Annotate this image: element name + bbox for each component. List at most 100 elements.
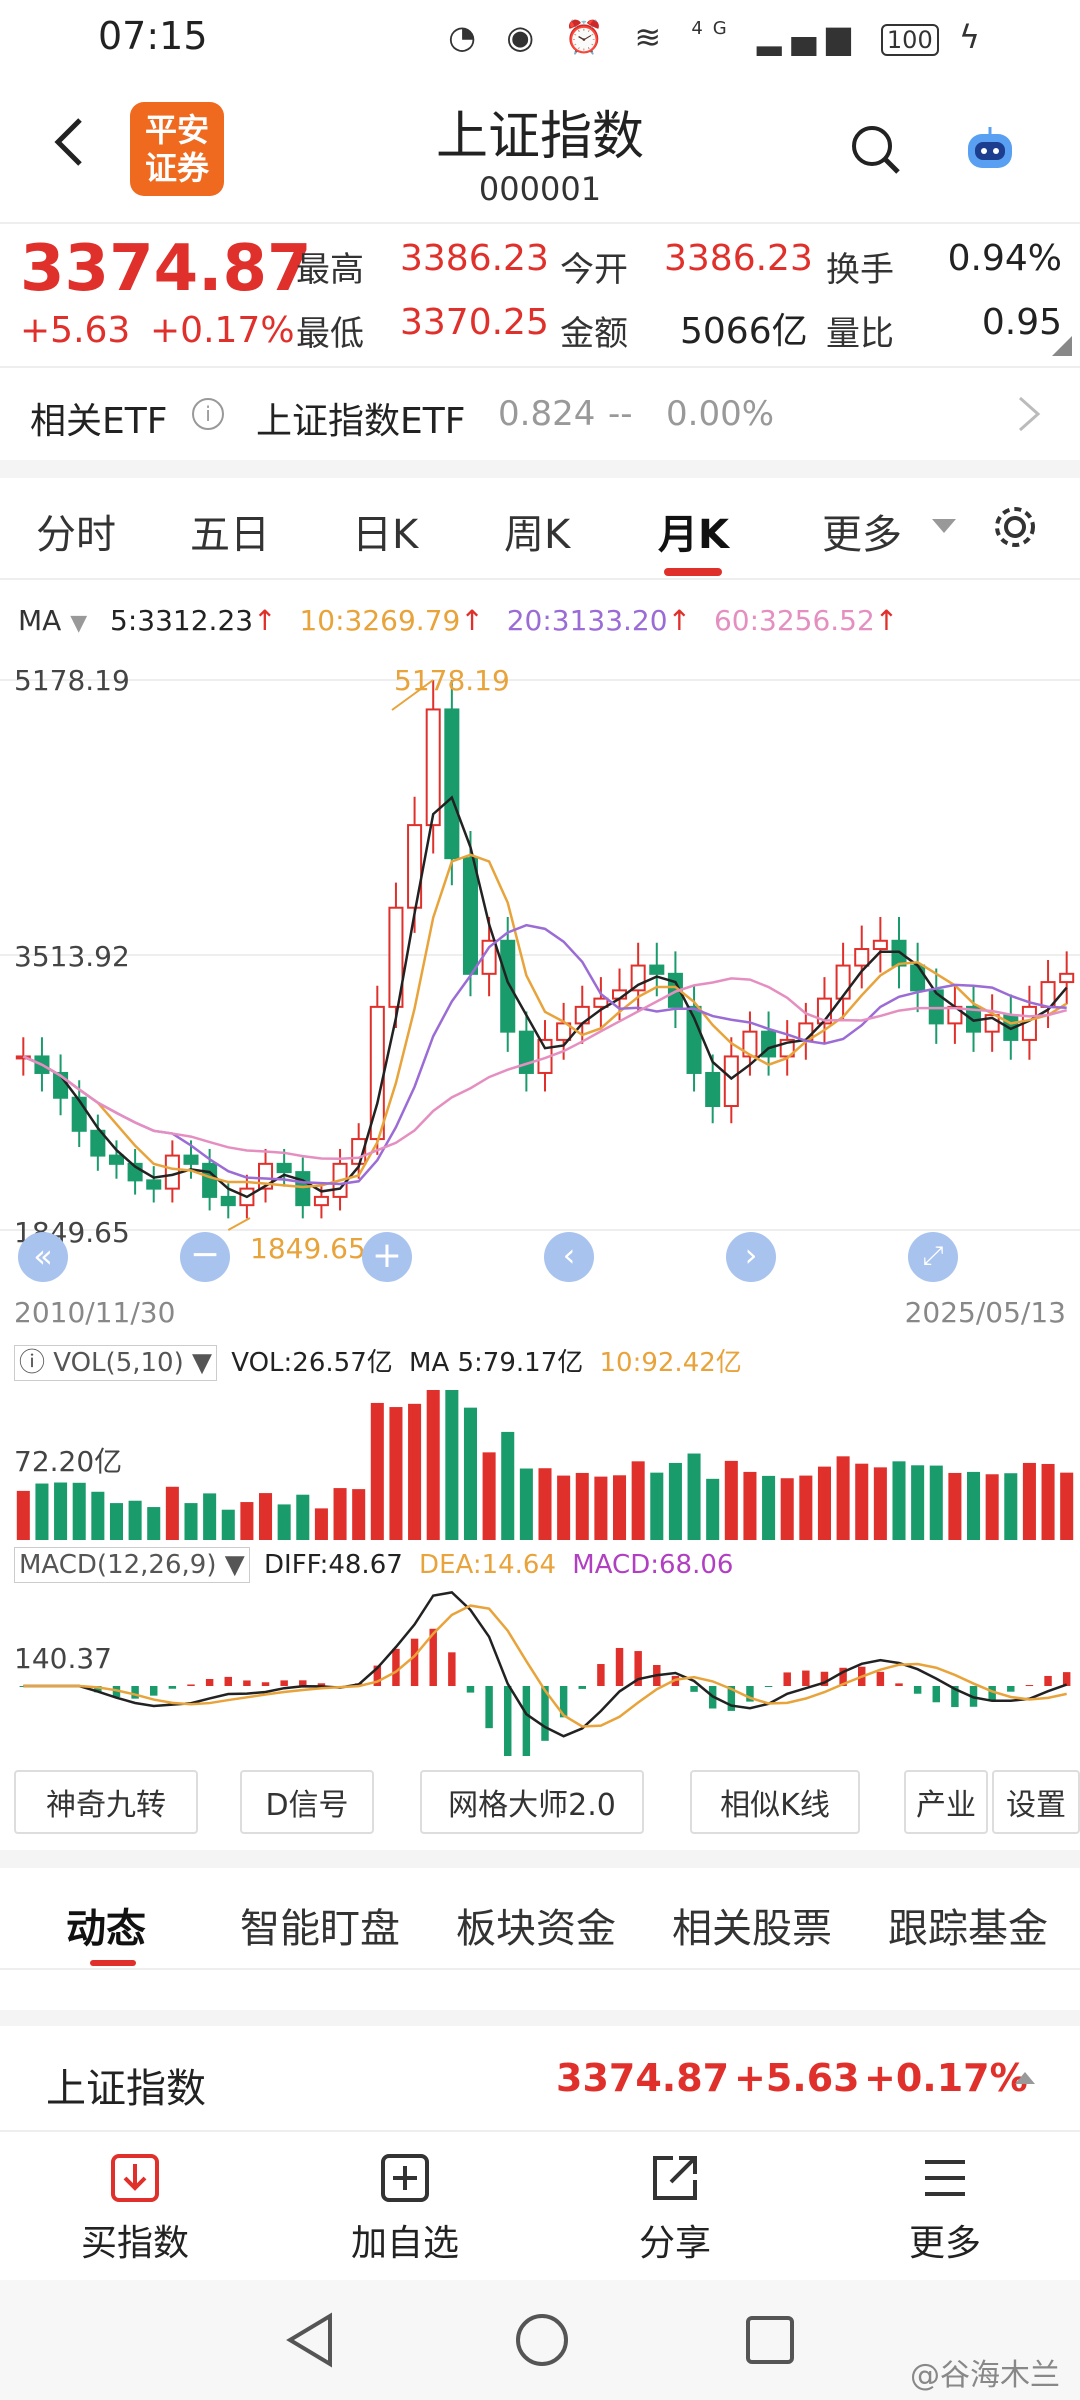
- up-arrow-icon: ↑: [874, 604, 899, 637]
- monthly-k-chart[interactable]: [0, 650, 1080, 1310]
- macd-bar: [727, 1686, 736, 1711]
- ma10-line: [22, 853, 1068, 1189]
- volume-bar: [370, 1402, 384, 1540]
- section-tab-indicator: [90, 1960, 136, 1966]
- macd-bar: [895, 1683, 903, 1686]
- tool-magic-nine[interactable]: 神奇九转: [14, 1770, 198, 1834]
- tab-five-day[interactable]: 五日: [190, 512, 270, 558]
- volume-bar: [762, 1475, 776, 1540]
- ticker-row[interactable]: 上证指数 3374.87 +5.63 +0.17%: [0, 2026, 1080, 2130]
- ticker-change: +5.63: [734, 2056, 860, 2100]
- info-icon[interactable]: i: [192, 398, 224, 430]
- buy-index-button[interactable]: 买指数: [60, 2150, 210, 2270]
- tab-daily-k[interactable]: 日K: [352, 512, 419, 558]
- candle: [1059, 972, 1075, 984]
- eye-icon: ◉: [506, 18, 545, 56]
- nav-back-icon[interactable]: [282, 2310, 338, 2370]
- macd-bar: [951, 1686, 959, 1708]
- back-button[interactable]: [46, 112, 96, 172]
- zoom-in-button[interactable]: +: [362, 1232, 412, 1282]
- macd-bar: [522, 1686, 531, 1756]
- up-arrow-icon: ↑: [253, 604, 277, 637]
- settings-gear-icon[interactable]: [990, 502, 1040, 552]
- tab-active-indicator: [664, 568, 722, 576]
- tool-similar-k[interactable]: 相似K线: [690, 1770, 860, 1834]
- candle: [295, 1171, 311, 1207]
- section-tab-related-stocks[interactable]: 相关股票: [672, 1906, 832, 1952]
- volume-bar: [575, 1472, 589, 1540]
- robot-assistant-button[interactable]: [962, 124, 1018, 176]
- macd-bar: [541, 1686, 549, 1741]
- search-button[interactable]: [848, 122, 904, 178]
- macd-bar: [876, 1671, 885, 1686]
- related-etf-row[interactable]: 相关ETF i 上证指数ETF 0.824 -- 0.00%: [0, 368, 1080, 460]
- tool-grid-master[interactable]: 网格大师2.0: [420, 1770, 644, 1834]
- macd-bar: [410, 1638, 419, 1686]
- section-tab-tracking-funds[interactable]: 跟踪基金: [888, 1906, 1048, 1952]
- macd-bar: [783, 1672, 791, 1686]
- macd-dea: DEA:14.64: [419, 1550, 557, 1580]
- scroll-start-button[interactable]: «: [18, 1232, 68, 1282]
- more-button[interactable]: 更多: [870, 2150, 1020, 2270]
- macd-bar: [150, 1686, 158, 1696]
- ma20-value: 20:3133.20: [506, 604, 668, 637]
- fullscreen-button[interactable]: ⤢: [908, 1232, 958, 1282]
- volume-bar: [557, 1475, 571, 1540]
- zoom-out-button[interactable]: −: [180, 1232, 230, 1282]
- nav-home-icon[interactable]: [512, 2310, 572, 2370]
- macd-bar: [634, 1651, 642, 1686]
- menu-list-icon: [925, 2160, 965, 2196]
- speed-icon: ◔: [448, 18, 487, 56]
- vol-selector[interactable]: ⓘ VOL(5,10) ▼: [14, 1345, 217, 1381]
- date-end: 2025/05/13: [904, 1296, 1066, 1329]
- volume-bar: [1060, 1472, 1074, 1540]
- status-time: 07:15: [98, 14, 208, 58]
- macd-bar: [690, 1686, 698, 1692]
- macd-selector[interactable]: MACD(12,26,9) ▼: [14, 1547, 250, 1583]
- tool-industry[interactable]: 产业: [904, 1770, 988, 1834]
- status-icons: ◔ ◉ ⏰ ≋ 4G ▂▄▆ 100 ϟ: [448, 18, 990, 56]
- volume-bar: [855, 1463, 869, 1540]
- section-tab-news[interactable]: 动态: [66, 1906, 146, 1952]
- volume-bar: [650, 1472, 664, 1540]
- vol-value: VOL:26.57亿: [231, 1348, 393, 1378]
- max-value-label: 5178.19: [394, 664, 510, 697]
- candle: [108, 1154, 124, 1165]
- candle: [425, 708, 441, 827]
- candle: [313, 1195, 329, 1207]
- volume-bar: [35, 1483, 49, 1540]
- section-tab-smart-watch[interactable]: 智能盯盘: [240, 1906, 400, 1952]
- ticker-name: 上证指数: [46, 2066, 206, 2112]
- macd-bar: [504, 1686, 512, 1756]
- tool-settings[interactable]: 设置: [992, 1770, 1080, 1834]
- page-title: 上证指数: [435, 107, 644, 167]
- volume-bar: [240, 1502, 254, 1540]
- logo-text-2: 证券: [144, 149, 209, 187]
- watermark: @谷海木兰: [910, 2358, 1060, 2393]
- candle: [705, 1071, 721, 1108]
- ma-selector[interactable]: MA: [18, 604, 62, 637]
- tab-more[interactable]: 更多: [822, 512, 902, 558]
- robot-icon: [968, 127, 1012, 168]
- volume-bar: [165, 1486, 179, 1540]
- volume-bar: [72, 1482, 86, 1540]
- share-button[interactable]: 分享: [600, 2150, 750, 2270]
- network-label: 4G: [691, 18, 737, 39]
- tab-intraday[interactable]: 分时: [36, 512, 116, 558]
- volume-bar: [184, 1503, 198, 1540]
- tab-weekly-k[interactable]: 周K: [504, 512, 571, 558]
- scroll-right-button[interactable]: ›: [726, 1232, 776, 1282]
- expand-corner-icon[interactable]: [1052, 336, 1072, 356]
- add-watchlist-button[interactable]: 加自选: [330, 2150, 480, 2270]
- open-label: 今开: [560, 250, 628, 290]
- volume-bar: [519, 1468, 533, 1540]
- scroll-left-button[interactable]: ‹: [544, 1232, 594, 1282]
- candle: [202, 1162, 218, 1198]
- candle: [164, 1154, 180, 1190]
- tool-d-signal[interactable]: D信号: [240, 1770, 374, 1834]
- tab-monthly-k[interactable]: 月K: [658, 512, 729, 558]
- status-bar: 07:15 ◔ ◉ ⏰ ≋ 4G ▂▄▆ 100 ϟ: [0, 0, 1080, 80]
- nav-recents-icon[interactable]: [742, 2312, 798, 2368]
- section-tab-sector-funds[interactable]: 板块资金: [456, 1906, 616, 1952]
- macd-bar: [1007, 1686, 1015, 1692]
